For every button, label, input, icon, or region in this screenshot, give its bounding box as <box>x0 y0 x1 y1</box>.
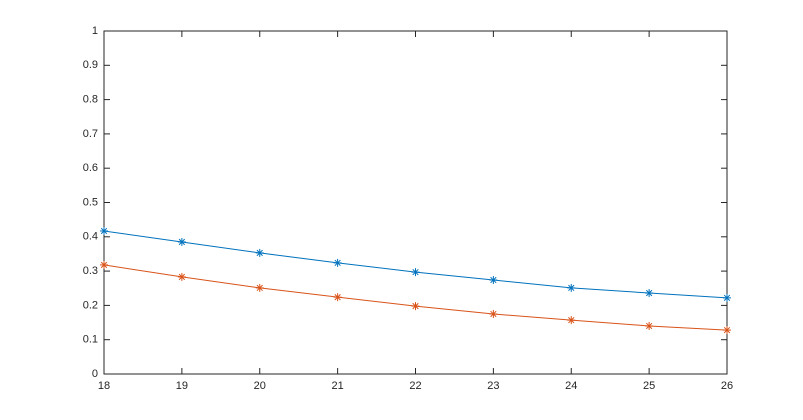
marker-stroke <box>256 249 263 257</box>
marker-stroke <box>178 238 186 246</box>
marker <box>333 258 342 267</box>
marker <box>567 316 576 325</box>
y-tick-label: 0.9 <box>83 59 98 71</box>
marker <box>100 226 108 235</box>
marker <box>411 302 420 311</box>
marker <box>645 289 654 298</box>
x-tick-label: 19 <box>176 380 188 392</box>
marker-stroke <box>645 322 653 330</box>
marker <box>411 268 420 277</box>
marker-stroke <box>490 276 497 284</box>
marker <box>723 293 731 302</box>
y-tick-label: 0.8 <box>83 94 98 106</box>
marker <box>177 272 186 281</box>
y-tick-label: 0.6 <box>83 162 98 174</box>
marker <box>489 276 498 285</box>
marker-stroke <box>412 268 419 276</box>
marker <box>333 293 342 302</box>
marker-stroke <box>256 284 263 292</box>
marker-stroke <box>568 316 575 324</box>
marker-stroke <box>100 227 108 235</box>
marker-stroke <box>100 261 108 269</box>
marker-stroke <box>334 294 341 301</box>
marker <box>489 309 498 318</box>
marker <box>255 283 264 292</box>
x-tick-label: 25 <box>643 380 655 392</box>
x-tick-label: 18 <box>98 380 110 392</box>
marker <box>100 260 108 269</box>
plot-box <box>103 30 728 375</box>
x-tick-label: 24 <box>565 380 577 392</box>
marker-stroke <box>490 310 497 318</box>
y-tick-label: 0.2 <box>83 299 98 311</box>
marker <box>567 283 576 292</box>
y-tick-label: 0 <box>92 368 98 380</box>
marker-stroke <box>412 302 419 310</box>
marker-stroke <box>334 259 341 267</box>
marker-stroke <box>568 284 575 292</box>
marker-stroke <box>723 326 731 334</box>
marker <box>723 326 731 335</box>
y-tick-label: 0.4 <box>83 231 98 243</box>
x-tick-label: 21 <box>332 380 344 392</box>
marker-stroke <box>645 289 653 297</box>
y-tick-label: 0.7 <box>83 128 98 140</box>
marker <box>177 237 186 246</box>
marker <box>255 248 264 257</box>
x-tick-label: 22 <box>409 380 421 392</box>
marker <box>645 321 654 330</box>
y-tick-label: 1 <box>92 25 98 37</box>
x-tick-label: 26 <box>721 380 733 392</box>
y-tick-label: 0.3 <box>83 265 98 277</box>
y-tick-label: 0.1 <box>83 334 98 346</box>
y-tick-label: 0.5 <box>83 196 98 208</box>
marker-stroke <box>723 294 731 302</box>
x-tick-label: 23 <box>487 380 499 392</box>
marker-stroke <box>178 273 186 281</box>
x-tick-label: 20 <box>254 380 266 392</box>
